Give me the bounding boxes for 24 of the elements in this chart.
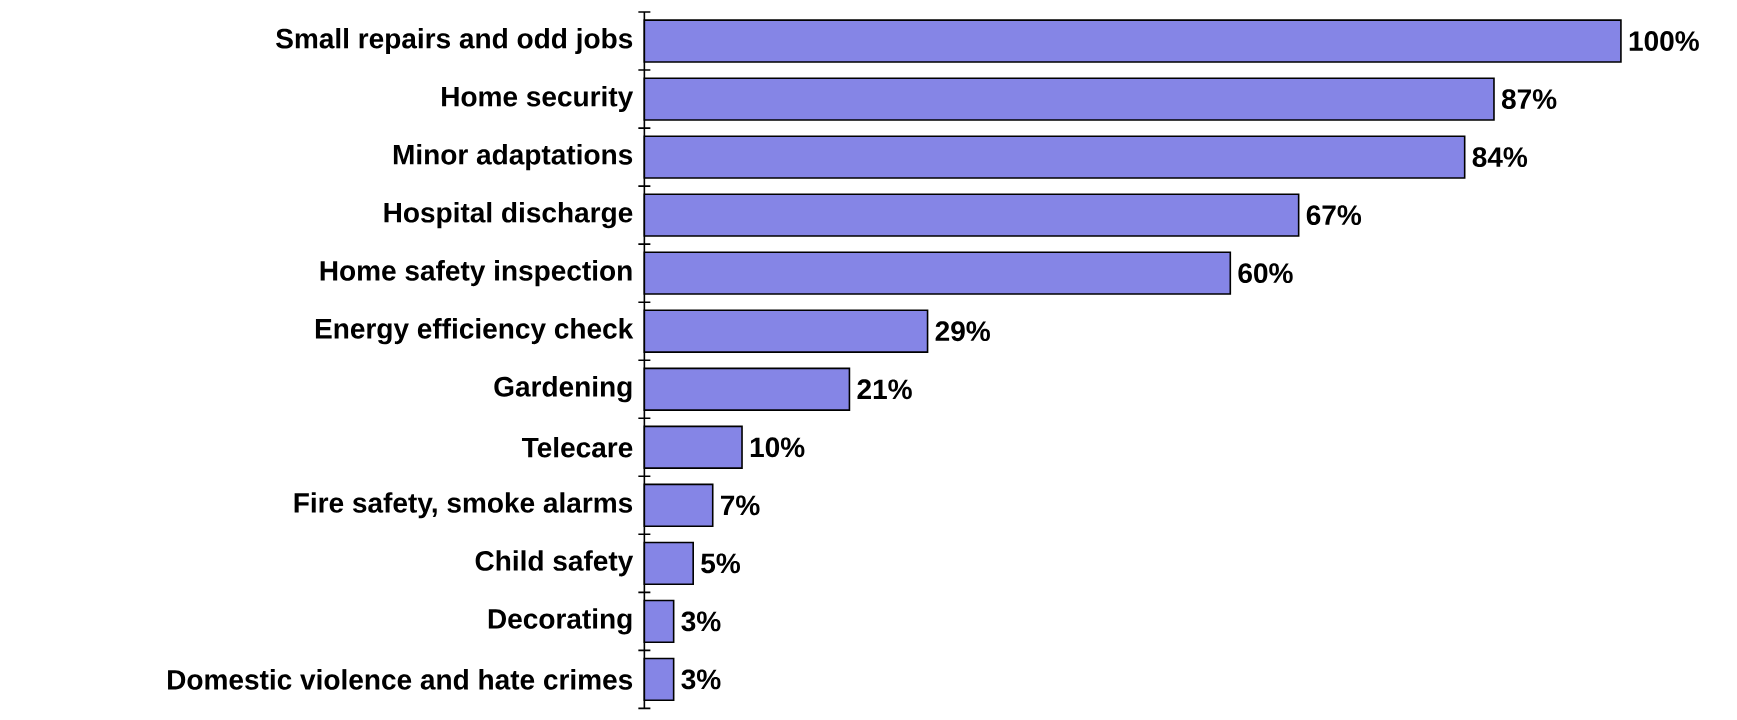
data-label: 100% bbox=[1629, 30, 1699, 51]
y-tick-label: Small repairs and odd jobs bbox=[276, 27, 633, 54]
data-label: 29% bbox=[935, 321, 990, 341]
data-label: 3% bbox=[681, 669, 721, 690]
y-tick-label: Hospital discharge bbox=[384, 201, 633, 229]
data-label: 10% bbox=[750, 437, 805, 457]
y-tick-label: Telecare bbox=[521, 436, 633, 458]
y-tick-label: Decorating bbox=[488, 608, 632, 635]
y-tick-label: Domestic violence and hate crimes bbox=[168, 668, 633, 690]
data-label: 67% bbox=[1306, 204, 1362, 225]
data-label: 7% bbox=[720, 495, 760, 515]
data-label: 21% bbox=[857, 379, 912, 399]
data-label: 3% bbox=[681, 611, 721, 632]
y-tick-label: Home security bbox=[442, 85, 634, 112]
data-label: 5% bbox=[701, 553, 741, 574]
data-label: 84% bbox=[1472, 146, 1528, 167]
y-tick-label: Gardening bbox=[494, 375, 632, 403]
y-tick-label: Child safety bbox=[475, 550, 634, 577]
y-tick-label: Fire safety, smoke alarms bbox=[294, 492, 633, 519]
y-tick-label: Minor adaptations bbox=[393, 143, 633, 170]
y-tick-label: Energy efficiency check bbox=[315, 317, 634, 345]
y-tick-label: Home safety inspection bbox=[320, 259, 632, 287]
data-label: 87% bbox=[1501, 88, 1557, 109]
data-label: 60% bbox=[1238, 263, 1293, 283]
